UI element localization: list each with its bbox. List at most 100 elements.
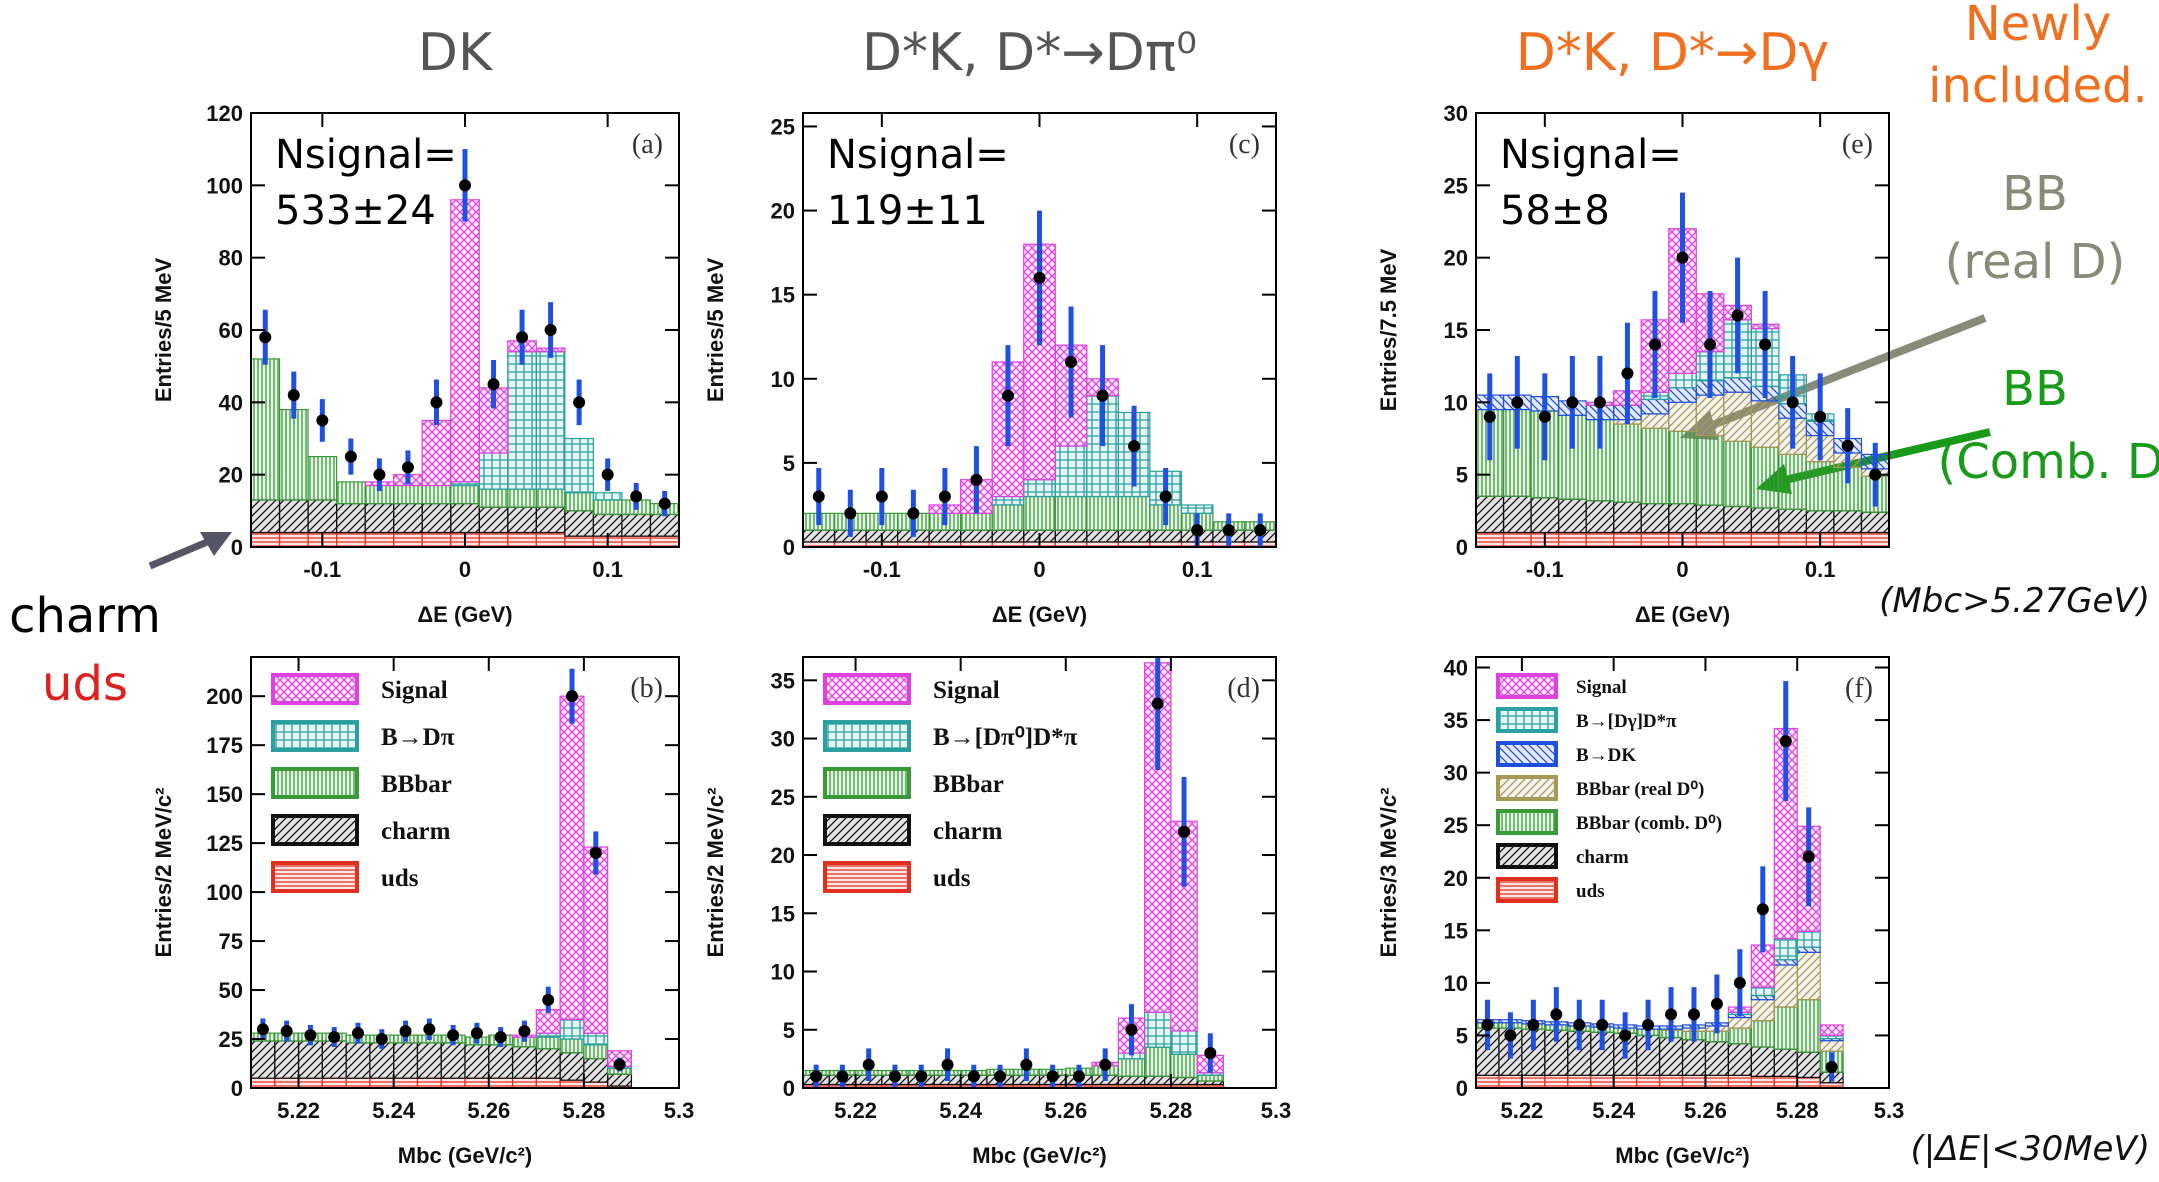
- histogram-bar: [1750, 400, 1780, 448]
- data-point: [1704, 290, 1717, 398]
- histogram-bar: [1502, 495, 1532, 534]
- panel: 5.22 5.24 5.26 5.28 5.3 0 5 10 15 20 25 30 35 40 Mbc (…: [1376, 656, 1904, 1168]
- y-tick-label: 40: [1444, 656, 1468, 681]
- histogram-bar: [1695, 504, 1725, 534]
- histogram-bar: [478, 452, 509, 490]
- histogram-bar: [297, 1077, 323, 1088]
- histogram-bar: [1180, 504, 1214, 514]
- x-axis-label: ΔE (GeV): [992, 602, 1087, 627]
- histogram-bar: [1681, 1039, 1707, 1076]
- data-point: [1204, 1033, 1217, 1073]
- legend-swatch: [271, 861, 359, 893]
- histogram-bar: [1833, 510, 1863, 534]
- legend-label: B→[Dπ⁰]D*π: [933, 724, 1078, 751]
- y-axis-label: Entries/2 MeV/c²: [703, 788, 728, 958]
- histogram-bar: [440, 1077, 466, 1088]
- histogram-bar: [649, 535, 679, 547]
- data-point: [447, 1024, 460, 1046]
- histogram-bar: [1796, 930, 1821, 948]
- data-point: [1125, 1004, 1138, 1056]
- data-point: [470, 1022, 483, 1044]
- data-point: [630, 482, 643, 510]
- histogram-bar: [478, 506, 509, 534]
- legend-label: BBbar (real D⁰): [1576, 779, 1704, 800]
- histogram-bar: [1613, 1074, 1638, 1088]
- histogram-bar: [1668, 503, 1697, 534]
- histogram-bar: [1590, 1074, 1615, 1088]
- histogram-bar: [393, 484, 423, 505]
- histogram-bar: [1750, 1020, 1775, 1048]
- legend-label: Signal: [381, 677, 448, 704]
- data-point: [375, 1029, 388, 1049]
- histogram-bar: [592, 492, 623, 501]
- y-tick-label: 10: [1444, 971, 1468, 996]
- annotation: 58±8: [1500, 188, 1610, 234]
- data-point: [1527, 999, 1540, 1051]
- x-tick-label: 0: [1033, 557, 1045, 582]
- data-point: [373, 458, 386, 491]
- y-tick-label: 0: [1456, 1076, 1468, 1101]
- histogram-bar: [1773, 1075, 1798, 1088]
- data-point: [907, 489, 920, 537]
- histogram-bar: [393, 531, 423, 547]
- legend-swatch: [823, 720, 911, 752]
- histogram-bar: [278, 408, 309, 501]
- histogram-bar: [1557, 498, 1587, 534]
- histogram-bar: [1640, 503, 1670, 534]
- panel: 5.22 5.24 5.26 5.28 5.3 0 5 10 15 20 25 30 35 Mbc (Ge…: [703, 656, 1291, 1168]
- data-point: [518, 1020, 531, 1042]
- histogram-bar: [1704, 1074, 1729, 1088]
- histogram-bar: [1750, 1075, 1775, 1088]
- histogram-bar: [1585, 500, 1615, 534]
- y-tick-label: 35: [771, 668, 795, 693]
- histogram-bar: [1054, 529, 1088, 543]
- histogram-bar: [1796, 999, 1821, 1053]
- histogram-bar: [1723, 505, 1752, 534]
- y-tick-label: 15: [1444, 318, 1468, 343]
- histogram-bar: [535, 1009, 561, 1034]
- data-point: [1841, 408, 1854, 484]
- histogram-bar: [307, 455, 338, 501]
- data-point: [344, 438, 357, 475]
- y-tick-label: 5: [1456, 463, 1468, 488]
- histogram-bar: [274, 1040, 300, 1079]
- histogram-bar: [251, 499, 281, 534]
- legend-swatch: [1496, 877, 1558, 903]
- histogram-bar: [1117, 529, 1151, 543]
- histogram-bar: [1170, 1030, 1198, 1055]
- histogram-bar: [1613, 531, 1642, 547]
- data-point: [915, 1064, 928, 1088]
- histogram-bar: [1695, 531, 1725, 547]
- panel-label: (a): [632, 129, 663, 160]
- legend-swatch: [1496, 741, 1558, 767]
- histogram-bar: [1086, 495, 1119, 531]
- legend-label: charm: [1576, 847, 1629, 868]
- x-tick-label: 5.26: [1044, 1098, 1087, 1123]
- histogram-bar: [564, 535, 594, 547]
- legend-label: B→DK: [1576, 745, 1636, 766]
- y-axis-label: Entries/2 MeV/c²: [151, 788, 176, 958]
- x-tick-label: 5.28: [562, 1098, 605, 1123]
- data-point: [1151, 657, 1164, 770]
- histogram-bar: [1796, 1051, 1821, 1079]
- legend-swatch: [271, 720, 359, 752]
- data-point: [1504, 1012, 1517, 1059]
- histogram-bar: [1727, 1016, 1752, 1029]
- data-point: [1779, 681, 1792, 802]
- histogram-bar: [364, 531, 395, 547]
- data-point: [862, 1048, 875, 1082]
- y-axis-label: Entries/3 MeV/c²: [1376, 788, 1401, 958]
- histogram-bar: [1054, 495, 1088, 531]
- histogram-bar: [1476, 531, 1505, 547]
- histogram-bar: [592, 513, 623, 537]
- data-point: [1786, 356, 1799, 449]
- note: (real D): [1945, 234, 2126, 290]
- legend-label: Signal: [1576, 677, 1627, 698]
- histogram-bar: [1613, 501, 1642, 534]
- histogram-bar: [1750, 1046, 1775, 1078]
- histogram-bar: [960, 512, 993, 531]
- x-tick-label: 5.22: [834, 1098, 877, 1123]
- panel-label: (b): [630, 673, 663, 704]
- histogram-bar: [583, 1044, 609, 1060]
- y-tick-label: 25: [771, 785, 795, 810]
